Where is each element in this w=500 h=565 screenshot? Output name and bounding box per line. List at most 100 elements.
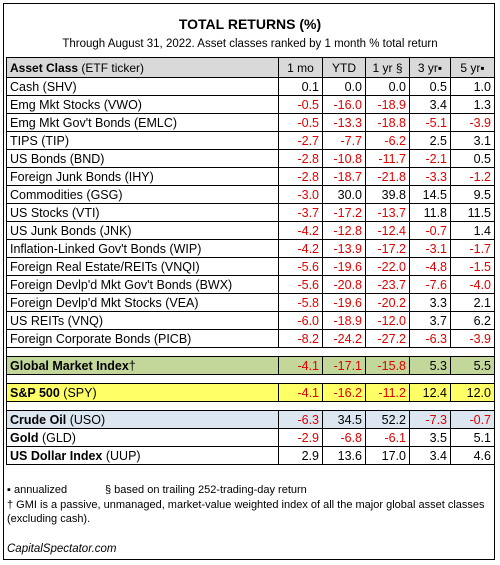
value-cell: -5.1	[409, 113, 451, 132]
value-cell: -0.5	[278, 95, 323, 114]
value-cell: -18.9	[365, 95, 410, 114]
value-cell: -3.3	[409, 167, 451, 186]
value-cell: -16.0	[322, 95, 366, 114]
spacer-row	[6, 347, 495, 357]
table-row: US Stocks (VTI) -3.7 -17.2 -13.7 11.8 11.5	[6, 203, 495, 222]
value-cell: -0.5	[278, 113, 323, 132]
table-row: US Bonds (BND) -2.8 -10.8 -11.7 -2.1 0.5	[6, 149, 495, 168]
value-cell: -7.3	[409, 410, 451, 429]
value-cell: -20.8	[322, 275, 366, 294]
value-cell: -3.0	[278, 185, 323, 204]
value-cell: -5.6	[278, 257, 323, 276]
value-cell: 34.5	[322, 410, 366, 429]
header-asset-class-rest: (ETF ticker)	[78, 60, 145, 75]
value-cell: -6.3	[409, 329, 451, 348]
value-cell: -1.2	[450, 167, 495, 186]
value-cell: 5.3	[409, 356, 451, 375]
value-cell: -24.2	[322, 329, 366, 348]
value-cell: -2.1	[409, 149, 451, 168]
value-cell: 0.5	[409, 77, 451, 96]
table-row: Inflation-Linked Gov't Bonds (WIP) -4.2 -1…	[6, 239, 495, 258]
commodity-row-name-bold: US Dollar Index	[10, 448, 103, 463]
header-col: 1 mo	[278, 57, 323, 78]
value-cell: 14.5	[409, 185, 451, 204]
value-cell: 11.8	[409, 203, 451, 222]
asset-name: Inflation-Linked Gov't Bonds (WIP)	[6, 239, 279, 258]
header-col: 5 yr▪	[450, 57, 495, 78]
gmi-row-name: Global Market Index†	[6, 356, 279, 375]
commodity-row-name-rest: (USO)	[66, 412, 106, 427]
table-frame	[3, 3, 495, 560]
table-row: US Junk Bonds (JNK) -4.2 -12.8 -12.4 -0.7 1.4	[6, 221, 495, 240]
commodity-row-name-bold: Crude Oil	[10, 412, 67, 427]
asset-name: Foreign Devlp'd Mkt Stocks (VEA)	[6, 293, 279, 312]
table-row: Emg Mkt Gov't Bonds (EMLC) -0.5 -13.3 -18.8…	[6, 113, 495, 132]
value-cell: -22.0	[365, 257, 410, 276]
table-subtitle: Through August 31, 2022. Asset classes r…	[62, 38, 438, 50]
footnote-trailing: § based on trailing 252-trading-day retu…	[105, 484, 307, 496]
asset-name: Foreign Real Estate/REITs (VNQI)	[6, 257, 279, 276]
value-cell: -6.2	[365, 131, 410, 150]
value-cell: 3.4	[409, 446, 451, 465]
table-row: TIPS (TIP) -2.7 -7.7 -6.2 2.5 3.1	[6, 131, 495, 150]
gmi-row: Global Market Index† -4.1 -17.1 -15.8 5.3 5.5	[6, 356, 495, 375]
value-cell: -13.7	[365, 203, 410, 222]
asset-name: US Junk Bonds (JNK)	[6, 221, 279, 240]
value-cell: -4.1	[278, 356, 323, 375]
spacer-cell	[6, 374, 495, 384]
asset-name: US Bonds (BND)	[6, 149, 279, 168]
commodity-row: US Dollar Index (UUP) 2.9 13.6 17.0 3.4 4.6	[6, 446, 495, 465]
value-cell: -18.9	[322, 311, 366, 330]
value-cell: 12.0	[450, 383, 495, 402]
value-cell: -5.8	[278, 293, 323, 312]
value-cell: -2.9	[278, 428, 323, 447]
value-cell: -2.7	[278, 131, 323, 150]
table-row: Foreign Corporate Bonds (PICB) -8.2 -24.2-…	[6, 329, 495, 348]
value-cell: -18.8	[365, 113, 410, 132]
table-header-row: Asset Class (ETF ticker) 1 mo YTD 1 yr § 3 y…	[6, 57, 495, 78]
value-cell: -3.9	[450, 329, 495, 348]
value-cell: -6.8	[322, 428, 366, 447]
value-cell: 11.5	[450, 203, 495, 222]
commodity-row-name-rest: (GLD)	[38, 430, 76, 445]
value-cell: -12.8	[322, 221, 366, 240]
value-cell: 5.5	[450, 356, 495, 375]
value-cell: 52.2	[365, 410, 410, 429]
value-cell: -12.4	[365, 221, 410, 240]
value-cell: -23.7	[365, 275, 410, 294]
value-cell: 3.5	[409, 428, 451, 447]
value-cell: 9.5	[450, 185, 495, 204]
asset-name: US Stocks (VTI)	[6, 203, 279, 222]
returns-table: Asset Class (ETF ticker) 1 mo YTD 1 yr § 3 y…	[6, 57, 495, 465]
asset-name: Foreign Junk Bonds (IHY)	[6, 167, 279, 186]
asset-name: Commodities (GSG)	[6, 185, 279, 204]
spacer-cell	[6, 401, 495, 411]
value-cell: -0.7	[450, 410, 495, 429]
value-cell: -17.2	[365, 239, 410, 258]
table-title: TOTAL RETURNS (%)	[178, 16, 322, 32]
commodity-row-name-rest: (UUP)	[102, 448, 141, 463]
commodity-row: Crude Oil (USO) -6.3 34.5 52.2 -7.3 -0.7	[6, 410, 495, 429]
table-row: Foreign Devlp'd Mkt Gov't Bonds (BWX) -5.…	[6, 275, 495, 294]
value-cell: 0.1	[278, 77, 323, 96]
table-row: Foreign Real Estate/REITs (VNQI) -5.6 -19.…	[6, 257, 495, 276]
footnote-line-1: ▪ annualized § based on trailing 252-tra…	[7, 484, 307, 496]
value-cell: 2.9	[278, 446, 323, 465]
header-col: YTD	[322, 57, 366, 78]
value-cell: -16.2	[322, 383, 366, 402]
header-col: 1 yr §	[365, 57, 410, 78]
spy-row-name: S&P 500 (SPY)	[6, 383, 279, 402]
value-cell: -11.7	[365, 149, 410, 168]
footnote-gmi: † GMI is a passive, unmanaged, market-va…	[7, 499, 485, 525]
value-cell: -4.1	[278, 383, 323, 402]
header-col: 3 yr▪	[409, 57, 451, 78]
value-cell: -10.8	[322, 149, 366, 168]
spy-row-name-rest: (SPY)	[59, 385, 97, 400]
value-cell: 1.4	[450, 221, 495, 240]
value-cell: -4.2	[278, 221, 323, 240]
value-cell: -20.2	[365, 293, 410, 312]
value-cell: 3.4	[409, 95, 451, 114]
value-cell: -1.5	[450, 257, 495, 276]
spacer-row	[6, 374, 495, 384]
value-cell: -15.8	[365, 356, 410, 375]
